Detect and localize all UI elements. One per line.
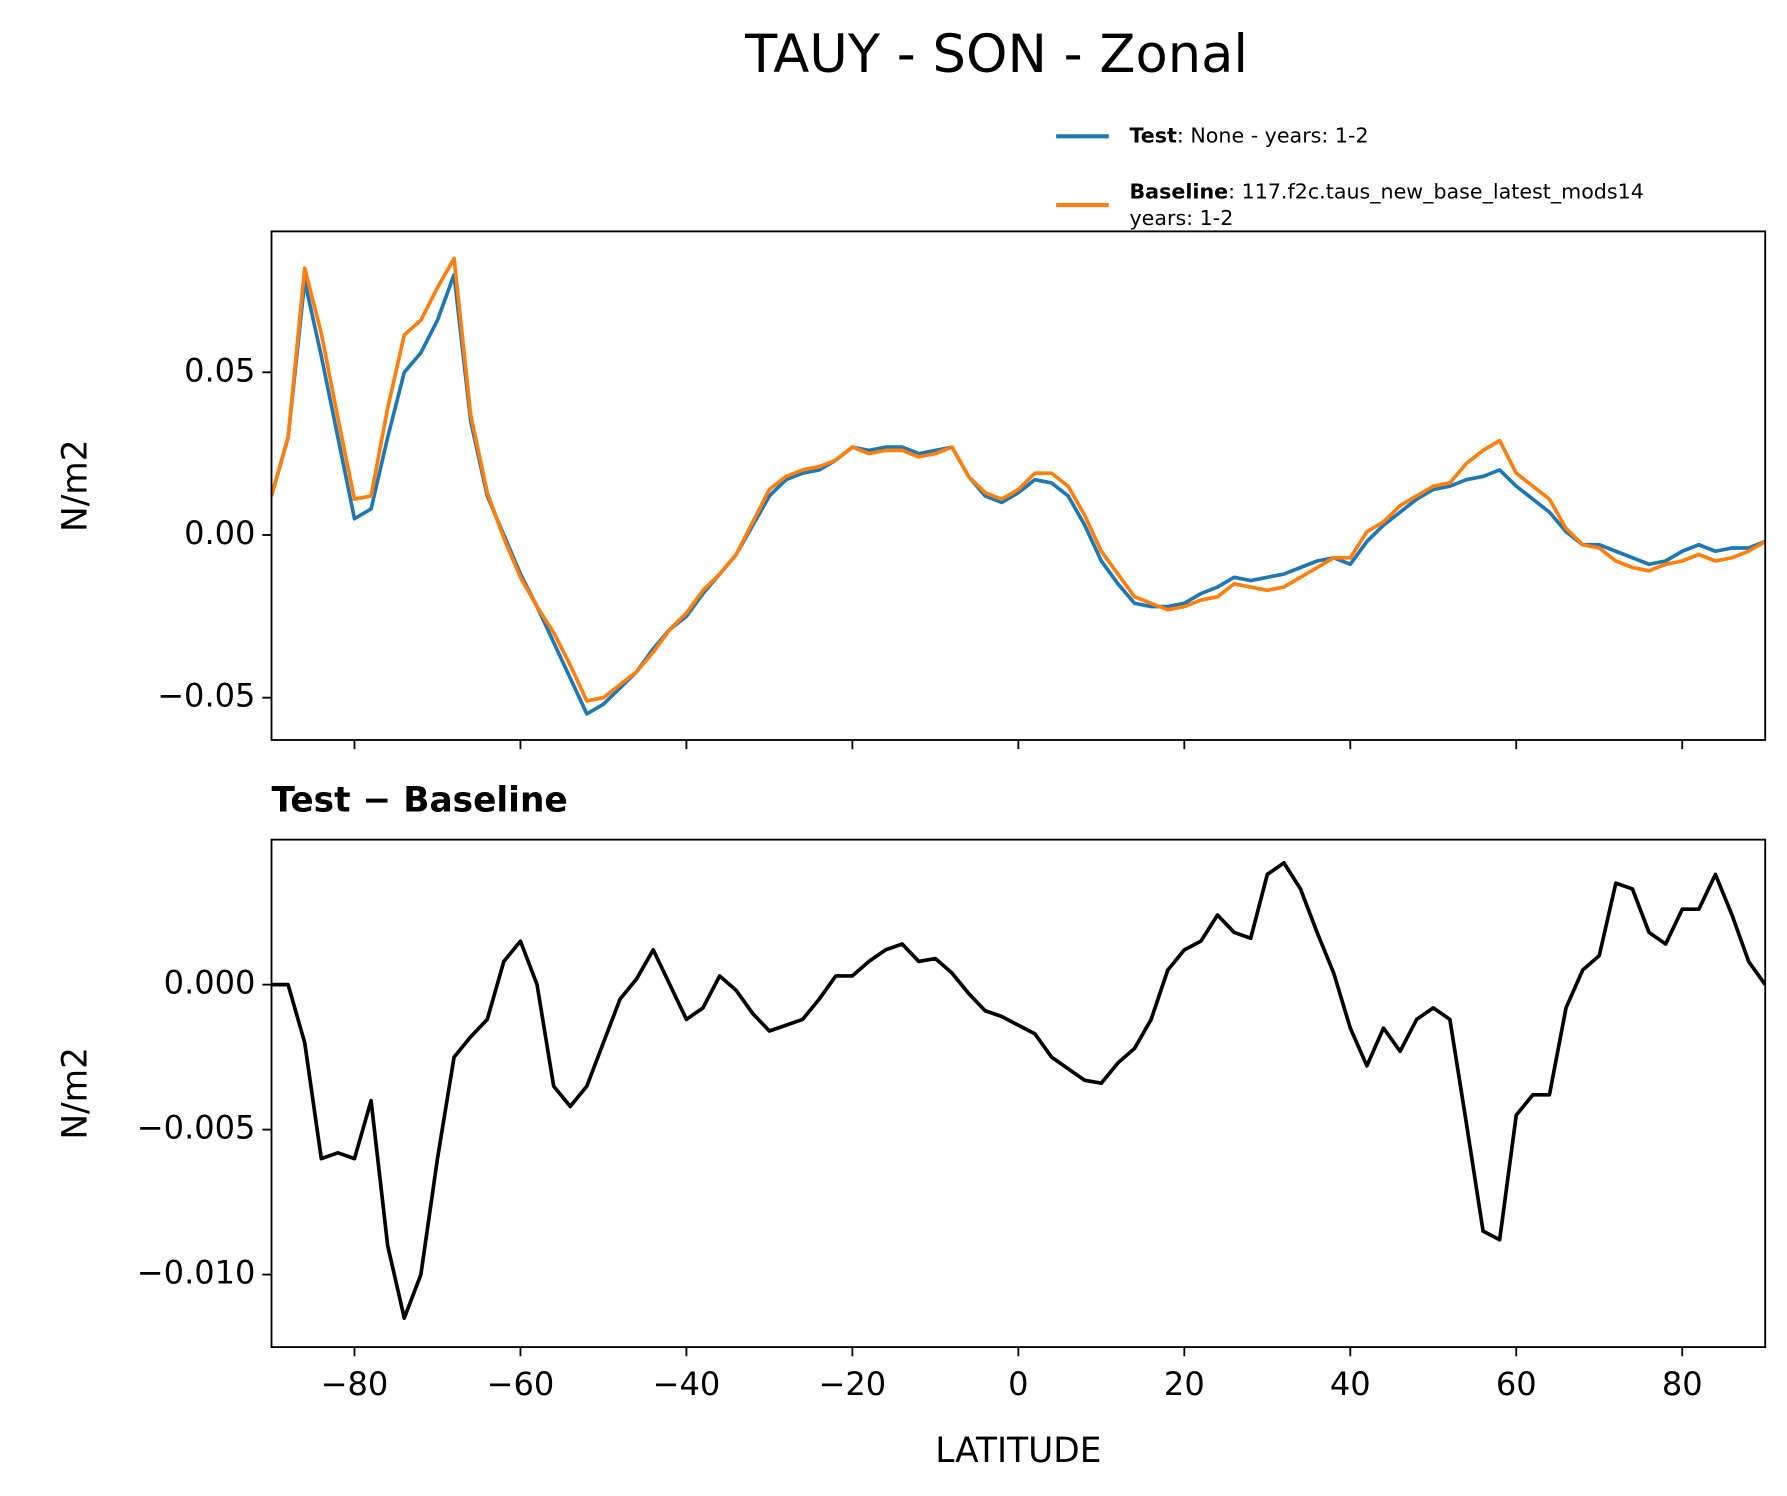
legend-label: Test: None - years: 1-2 [1129, 123, 1368, 147]
legend-description: : None - years: 1-2 [1177, 123, 1369, 147]
x-tick-label: 60 [1496, 1365, 1537, 1403]
figure-title: TAUY - SON - Zonal [744, 24, 1248, 85]
x-tick-label: 0 [1008, 1365, 1028, 1403]
legend-description: : 117.f2c.taus_new_base_latest_mods14 [1228, 179, 1644, 204]
legend-description: years: 1-2 [1129, 206, 1233, 230]
x-tick-label: −20 [819, 1365, 887, 1403]
data-line [271, 256, 1766, 703]
y-axis-label: N/m2 [55, 1047, 95, 1140]
subplot-title: Test − Baseline [272, 780, 568, 820]
legend-label: Baseline: 117.f2c.taus_new_base_latest_m… [1129, 179, 1643, 204]
y-axis-label: N/m2 [55, 439, 95, 532]
x-tick-label: −60 [487, 1365, 555, 1403]
x-tick-label: 40 [1330, 1365, 1371, 1403]
x-tick-label: 80 [1662, 1365, 1703, 1403]
y-tick-label: 0.00 [184, 514, 255, 552]
y-tick-label: 0.000 [164, 964, 256, 1002]
x-tick-label: 20 [1164, 1365, 1205, 1403]
y-tick-label: −0.05 [157, 677, 255, 715]
x-tick-label: −80 [321, 1365, 389, 1403]
x-axis-label: LATITUDE [935, 1431, 1101, 1471]
x-tick-label: −40 [653, 1365, 721, 1403]
y-tick-label: −0.010 [137, 1254, 256, 1292]
legend-name: Test [1129, 123, 1177, 147]
y-tick-label: 0.05 [184, 351, 255, 389]
legend-name: Baseline [1129, 179, 1228, 203]
axes-frame [270, 838, 1767, 1349]
data-line [271, 861, 1766, 1320]
axes-frame [270, 230, 1767, 741]
y-tick-label: −0.005 [137, 1109, 256, 1147]
